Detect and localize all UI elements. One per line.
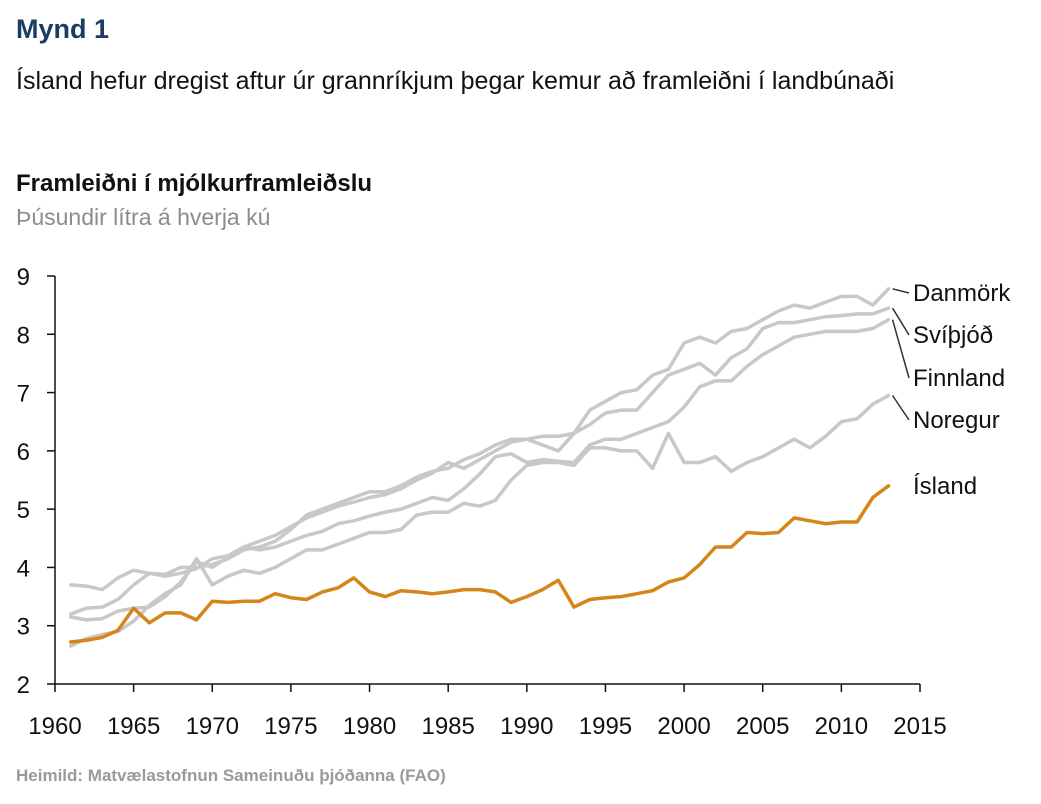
y-tick-label: 3 [17,614,30,641]
x-tick-label: 2005 [736,713,789,740]
x-tick-label: 1990 [500,713,553,740]
x-tick-label: 1975 [264,713,317,740]
x-tick-label: 1965 [107,713,160,740]
y-tick-label: 7 [17,381,30,408]
y-tick-label: 4 [17,555,30,582]
x-tick-label: 2015 [893,713,946,740]
series-line [68,317,891,622]
legend-label: Finnland [913,365,1005,392]
y-tick-label: 8 [17,322,30,349]
x-tick-label: 1980 [343,713,396,740]
series-legend: Danmörk Svíþjóð Finnland Noregur Ísland [891,280,1011,500]
x-tick-label: 1960 [28,713,81,740]
figure-title: Ísland hefur dregist aftur úr grannríkju… [16,67,895,95]
chart-title: Framleiðni í mjólkurframleiðslu [16,170,373,197]
figure-label: Mynd 1 [16,14,110,44]
legend-leader-line [891,319,910,379]
y-tick-label: 5 [17,497,30,524]
legend-label: Danmörk [913,280,1011,307]
legend-label: Noregur [913,407,1000,434]
axes: 2 3 4 5 6 7 8 9 1960 1965 1970 1975 1980 1985 1990 1995… [17,264,947,740]
x-tick-label: 2010 [815,713,868,740]
chart-subtitle: Þúsundir lítra á hverja kú [16,204,271,230]
x-tick-label: 1970 [186,713,239,740]
series-line [68,287,891,616]
x-tick-label: 1995 [579,713,632,740]
legend-label: Ísland [913,473,977,500]
series-lines [68,287,891,648]
legend-leader-line [891,395,910,421]
y-tick-label: 2 [17,672,30,699]
legend-leader-line [892,288,910,294]
series-line [68,306,891,592]
x-tick-label: 1985 [421,713,474,740]
series-line [68,393,891,648]
series-line [68,484,891,644]
source-note: Heimild: Matvælastofnun Sameinuðu þjóðan… [16,766,446,785]
y-tick-label: 6 [17,439,30,466]
x-tick-label: 2000 [657,713,710,740]
legend-leader-line [891,307,910,336]
y-tick-label: 9 [17,264,30,291]
legend-label: Svíþjóð [913,322,993,349]
